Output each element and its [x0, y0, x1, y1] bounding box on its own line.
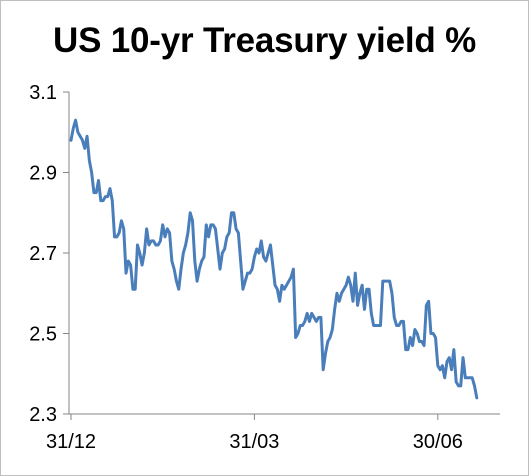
y-tick-label: 3.1 [29, 82, 57, 104]
x-axis: 31/12 31/03 30/06 [46, 413, 500, 453]
series-group [69, 118, 479, 400]
y-tick-label: 2.9 [29, 163, 57, 185]
y-tick-label: 2.5 [29, 324, 57, 346]
x-tick-label: 31/03 [229, 431, 279, 453]
y-axis: 2.3 2.5 2.7 2.9 3.1 [29, 82, 70, 426]
x-tick-label: 31/12 [46, 431, 96, 453]
chart-title: US 10-yr Treasury yield % [53, 21, 476, 60]
y-tick-label: 2.7 [29, 243, 57, 265]
y-tick-label: 2.3 [29, 404, 57, 426]
series-line [69, 118, 479, 400]
x-tick-label: 30/06 [413, 431, 463, 453]
